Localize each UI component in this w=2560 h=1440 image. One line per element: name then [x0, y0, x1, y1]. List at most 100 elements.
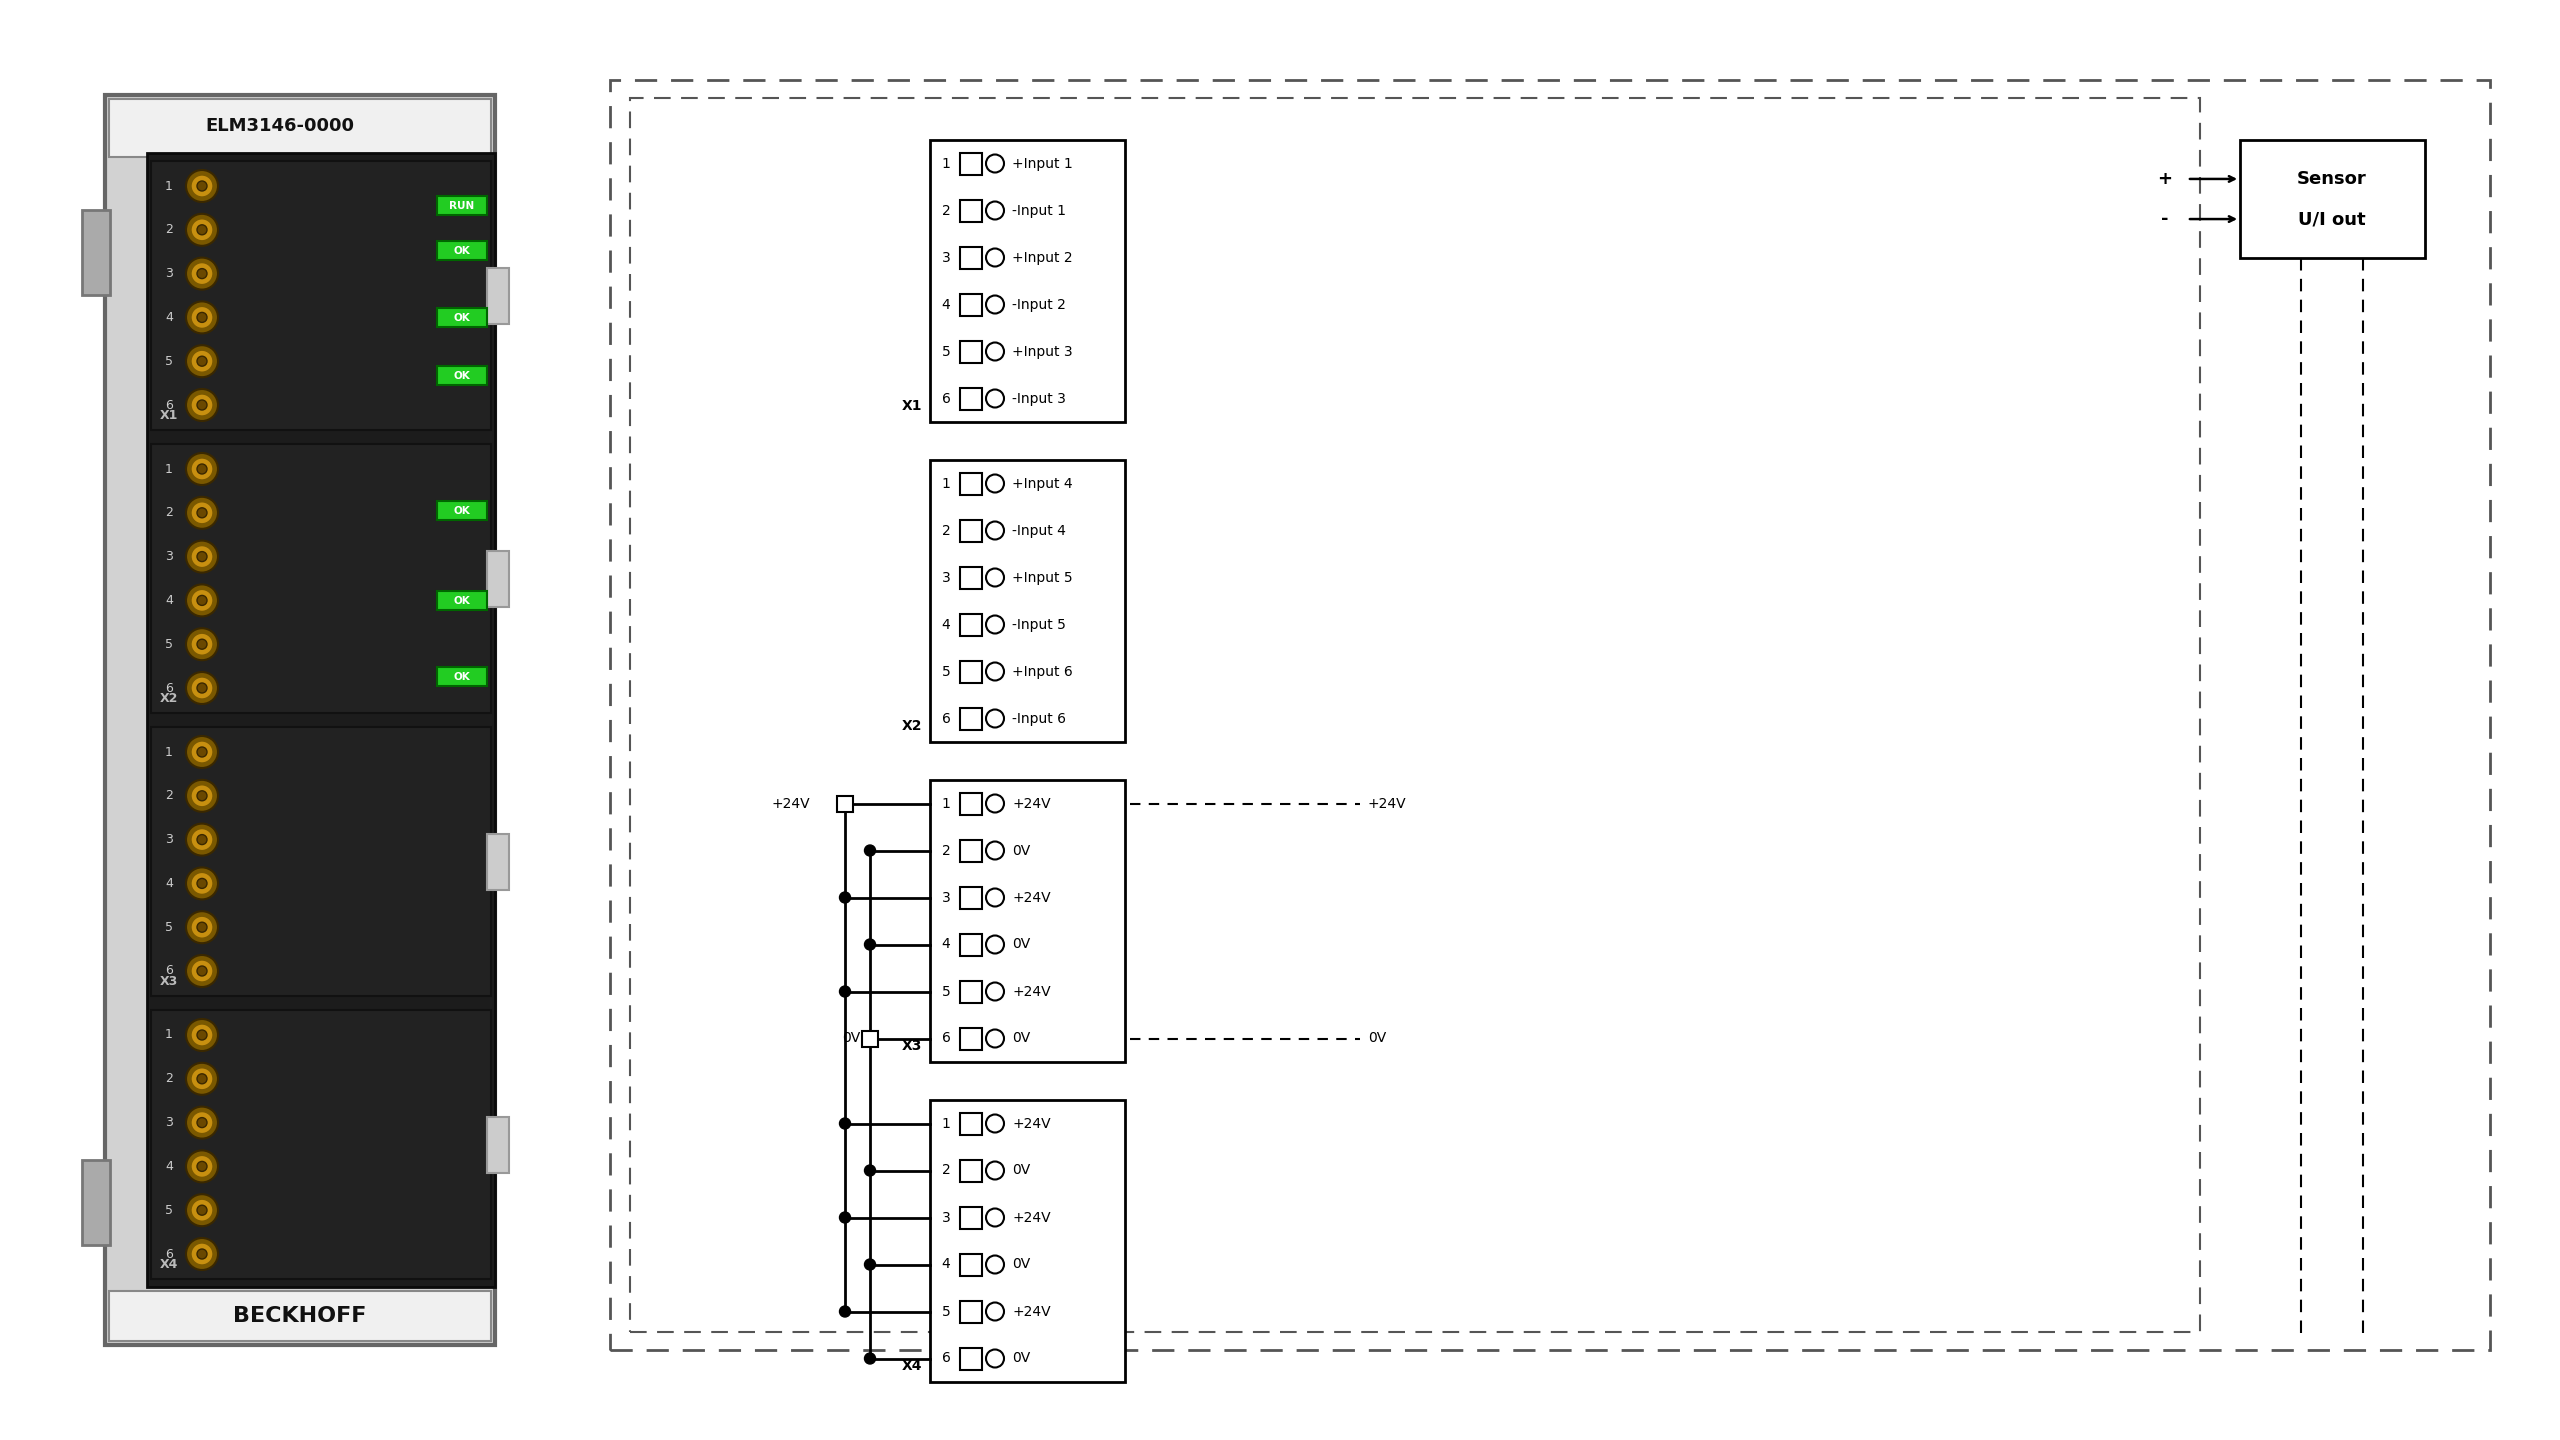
Text: -Input 3: -Input 3	[1011, 392, 1065, 406]
Circle shape	[986, 343, 1004, 360]
Circle shape	[192, 1068, 212, 1090]
Text: OK: OK	[453, 672, 471, 683]
Circle shape	[187, 628, 218, 660]
Circle shape	[840, 1212, 850, 1223]
Circle shape	[840, 1117, 850, 1129]
Bar	[960, 613, 983, 635]
Bar	[960, 1348, 983, 1369]
Text: 0V: 0V	[1011, 1352, 1029, 1365]
Circle shape	[986, 1115, 1004, 1132]
Circle shape	[986, 795, 1004, 812]
Text: +Input 6: +Input 6	[1011, 664, 1073, 678]
Circle shape	[986, 710, 1004, 727]
Text: 5: 5	[942, 1305, 950, 1319]
Bar	[929, 780, 1124, 1063]
Circle shape	[192, 501, 212, 524]
Text: 2: 2	[164, 1073, 174, 1086]
Bar	[82, 1161, 110, 1246]
Text: 3: 3	[164, 1116, 174, 1129]
Text: 4: 4	[942, 618, 950, 632]
Circle shape	[986, 154, 1004, 173]
Circle shape	[192, 1200, 212, 1221]
Circle shape	[187, 497, 218, 528]
Bar	[110, 1292, 492, 1341]
Bar	[151, 1009, 492, 1279]
Text: +24V: +24V	[771, 796, 809, 811]
Text: 0V: 0V	[1011, 937, 1029, 952]
Bar	[438, 667, 486, 685]
Circle shape	[187, 258, 218, 289]
Text: 6: 6	[164, 965, 174, 978]
Text: 4: 4	[942, 937, 950, 952]
Circle shape	[187, 540, 218, 573]
Circle shape	[187, 780, 218, 812]
Text: +Input 4: +Input 4	[1011, 477, 1073, 491]
Circle shape	[192, 1243, 212, 1264]
Circle shape	[187, 867, 218, 900]
Circle shape	[197, 356, 207, 366]
Circle shape	[840, 986, 850, 996]
Bar	[960, 153, 983, 174]
Circle shape	[197, 595, 207, 605]
Circle shape	[187, 1194, 218, 1227]
Circle shape	[986, 1208, 1004, 1227]
Bar	[110, 99, 492, 157]
Text: -Input 1: -Input 1	[1011, 203, 1065, 217]
Text: 6: 6	[164, 399, 174, 412]
Text: 3: 3	[942, 1211, 950, 1224]
Text: +24V: +24V	[1367, 796, 1405, 811]
Circle shape	[865, 1032, 876, 1044]
Circle shape	[187, 213, 218, 246]
Text: 3: 3	[942, 251, 950, 265]
Circle shape	[986, 521, 1004, 540]
Text: 3: 3	[942, 570, 950, 585]
Bar	[82, 210, 110, 295]
Text: 0V: 0V	[1011, 1164, 1029, 1178]
Bar	[960, 472, 983, 494]
Text: 1: 1	[164, 462, 174, 475]
Bar	[630, 98, 2199, 1332]
Circle shape	[187, 170, 218, 202]
Text: 0V: 0V	[1011, 1257, 1029, 1272]
Circle shape	[192, 677, 212, 698]
Text: 5: 5	[942, 664, 950, 678]
Text: X4: X4	[159, 1259, 179, 1272]
Bar	[486, 1117, 509, 1174]
Circle shape	[197, 966, 207, 976]
Circle shape	[197, 1117, 207, 1128]
Bar	[837, 795, 852, 812]
Circle shape	[986, 389, 1004, 408]
Circle shape	[986, 1030, 1004, 1047]
Text: 6: 6	[942, 711, 950, 726]
Circle shape	[986, 475, 1004, 492]
Bar	[960, 1113, 983, 1135]
Circle shape	[986, 202, 1004, 219]
Bar	[151, 444, 492, 713]
Circle shape	[197, 683, 207, 693]
Text: 3: 3	[164, 550, 174, 563]
Circle shape	[865, 939, 876, 950]
Text: -Input 2: -Input 2	[1011, 298, 1065, 311]
Circle shape	[197, 1205, 207, 1215]
Bar	[438, 196, 486, 215]
Bar	[486, 268, 509, 324]
Bar	[438, 501, 486, 520]
Circle shape	[986, 888, 1004, 907]
Circle shape	[197, 508, 207, 518]
Bar	[960, 566, 983, 589]
Circle shape	[197, 1162, 207, 1171]
Bar	[960, 1028, 983, 1050]
Text: 1: 1	[942, 1116, 950, 1130]
Circle shape	[192, 634, 212, 655]
Circle shape	[192, 458, 212, 480]
Circle shape	[840, 1306, 850, 1318]
Text: X1: X1	[159, 409, 179, 422]
Text: 1: 1	[942, 157, 950, 170]
Bar	[960, 387, 983, 409]
Bar	[438, 590, 486, 611]
Text: 2: 2	[942, 1164, 950, 1178]
Text: 2: 2	[942, 203, 950, 217]
Circle shape	[187, 736, 218, 768]
Bar	[929, 459, 1124, 742]
Circle shape	[197, 1074, 207, 1084]
